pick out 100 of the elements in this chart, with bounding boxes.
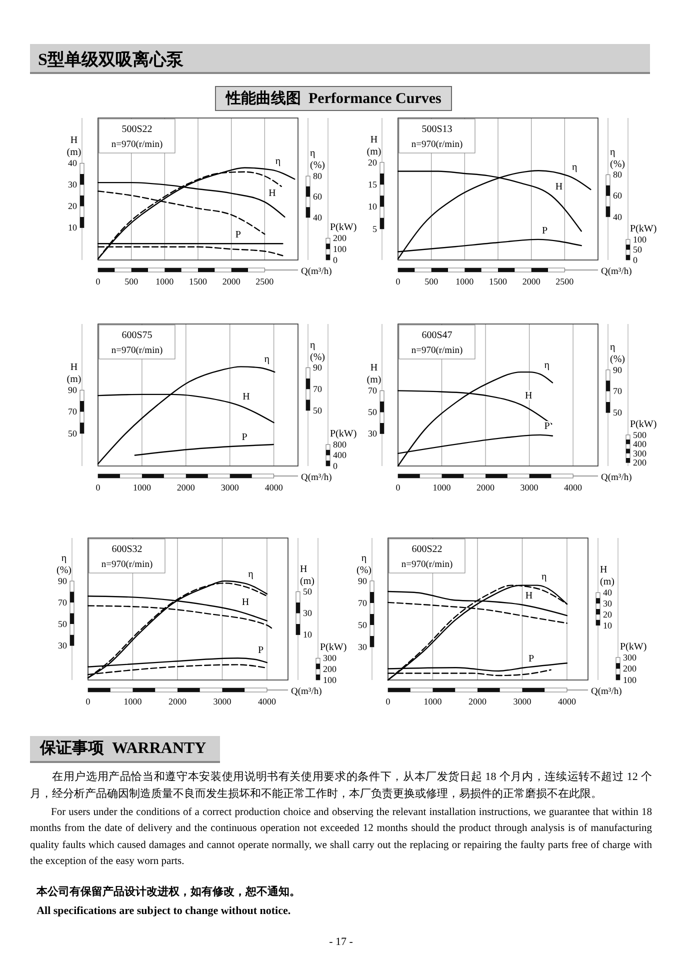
series-label: P (258, 645, 264, 656)
x-axis-title: Q(m³/h) (601, 267, 632, 277)
x-tick-label: 1000 (156, 276, 174, 286)
y2-tick-label: 40 (603, 587, 612, 598)
text: n=970(r/min) (111, 140, 163, 150)
x-tick-label: 1500 (189, 276, 208, 286)
text: All specifications are subject to change without notice. (36, 904, 292, 920)
y2-tick-label: 10 (303, 630, 312, 640)
y-tick-label: 40 (68, 158, 78, 168)
x-tick-label: 1000 (124, 696, 142, 706)
y-tick-label: 70 (58, 597, 68, 608)
y3-tick-label: 0 (333, 460, 338, 471)
y3-tick-label: 100 (333, 244, 347, 254)
y2-axis-title: H (m) (600, 564, 614, 588)
series-label: H (525, 590, 533, 602)
x-tick-label: 4000 (564, 482, 583, 492)
y-tick-label: 30 (368, 428, 378, 439)
series-label: η (264, 354, 270, 365)
x-tick-label: 4000 (264, 482, 284, 492)
y2-tick-label: 90 (313, 362, 322, 373)
y-tick-label: 10 (68, 222, 78, 233)
x-tick-label: 3000 (213, 696, 232, 706)
text: n=970(r/min) (411, 346, 463, 356)
y3-axis-title: P(kW) (330, 222, 357, 234)
y3-axis-title: P(kW) (630, 223, 657, 234)
series-label: H (555, 182, 563, 193)
y3-axis-title: P(kW) (330, 428, 357, 440)
y3-tick-label: 200 (633, 458, 647, 468)
x-tick-label: 2000 (176, 482, 196, 492)
y2-tick-label: 80 (613, 170, 622, 180)
y3-tick-label: 400 (333, 450, 347, 460)
y-tick-label: 5 (372, 224, 378, 234)
y3-tick-label: 300 (633, 448, 647, 458)
text: For users under the conditions of a correct production choice and observing the relevant installation instructions, we guarantee that within 18 months from the date of delivery and the continuous operation not exceeded 12 months should the product through analysis is of manufacturing quality faults which caused damages and cannot operate normally, we shall carry out the replacing or repairing the faulty parts free of charge with the exception of the easy worn parts. (30, 806, 652, 869)
text: 600S47 (422, 330, 452, 341)
x-tick-label: 4000 (558, 696, 576, 706)
series-label: H (268, 188, 276, 199)
y3-tick-label: 500 (633, 430, 647, 440)
x-tick-label: 0 (96, 482, 101, 492)
text: - 17 - (328, 935, 354, 950)
y3-axis-title: P(kW) (320, 642, 347, 654)
line-series (134, 444, 274, 456)
y3-tick-label: 100 (323, 674, 337, 685)
y3-tick-label: 100 (623, 674, 637, 685)
line-series (97, 366, 276, 464)
x-tick-label: 2500 (256, 276, 274, 286)
y3-tick-label: 200 (333, 233, 347, 244)
x-tick-label: 3000 (513, 696, 532, 706)
y2-tick-label: 60 (613, 190, 622, 201)
y-tick-label: 30 (68, 180, 78, 190)
x-axis-title: Q(m³/h) (291, 687, 322, 697)
x-tick-label: 2000 (522, 276, 541, 286)
y2-tick-label: 70 (613, 386, 622, 396)
y2-tick-label: 60 (313, 192, 322, 202)
series-label: H (242, 597, 250, 608)
y-axis-title: η (%) (56, 553, 72, 576)
x-axis-title: Q(m³/h) (301, 473, 332, 483)
x-tick-label: 1000 (456, 276, 474, 286)
x-tick-label: 0 (386, 696, 391, 706)
y-axis-title: H (m) (66, 362, 82, 386)
y3-tick-label: 800 (333, 439, 347, 450)
y-tick-label: 30 (58, 640, 68, 650)
y-tick-label: 50 (368, 407, 378, 418)
text: 500S22 (122, 124, 152, 135)
y-tick-label: 50 (68, 428, 78, 438)
text: n=970(r/min) (411, 140, 463, 150)
line-series (397, 371, 554, 467)
y2-tick-label: 50 (303, 586, 312, 597)
x-tick-label: 0 (396, 276, 401, 286)
y2-tick-label: 40 (313, 212, 322, 222)
series-label: η (572, 162, 578, 173)
y-tick-label: 70 (68, 406, 78, 417)
y-tick-label: 20 (68, 201, 78, 212)
y-tick-label: 90 (58, 576, 68, 586)
y2-tick-label: 90 (613, 364, 622, 375)
y-axis-title: H (m) (66, 135, 82, 158)
y2-tick-label: 40 (613, 212, 622, 222)
y-tick-label: 50 (358, 620, 368, 630)
y3-tick-label: 400 (633, 439, 647, 450)
y2-axis-title: η (%) (310, 340, 325, 363)
y3-tick-label: 200 (623, 664, 637, 674)
series-label: P (242, 432, 248, 444)
x-tick-label: 0 (96, 276, 101, 286)
text: 600S32 (112, 544, 142, 555)
y-tick-label: 90 (358, 576, 368, 586)
text: n=970(r/min) (111, 346, 163, 356)
x-tick-label: 500 (424, 276, 439, 286)
y2-tick-label: 10 (603, 620, 612, 630)
y3-tick-label: 200 (323, 664, 337, 674)
y3-tick-label: 300 (323, 653, 337, 664)
text: 在用户选用产品恰当和遵守本安装使用说明书有关使用要求的条件下，从本厂发货日起 18 个月内，连续运转不超过 12 个月，经分析产品确因制造质量不良而发生损坏和不能正常工作时，本厂负责更换或修理，易损件的正常磨损不在此限。 (30, 770, 652, 802)
series-label: P (544, 420, 550, 432)
x-tick-label: 1500 (489, 276, 508, 286)
text: S型单级双吸离心泵 (38, 49, 184, 71)
y-axis-title: η (%) (356, 552, 372, 576)
y3-tick-label: 300 (623, 652, 637, 662)
y2-tick-label: 50 (313, 405, 322, 416)
series-label: P (235, 230, 242, 241)
x-tick-label: 2000 (222, 276, 241, 286)
x-tick-label: 1000 (432, 482, 452, 492)
